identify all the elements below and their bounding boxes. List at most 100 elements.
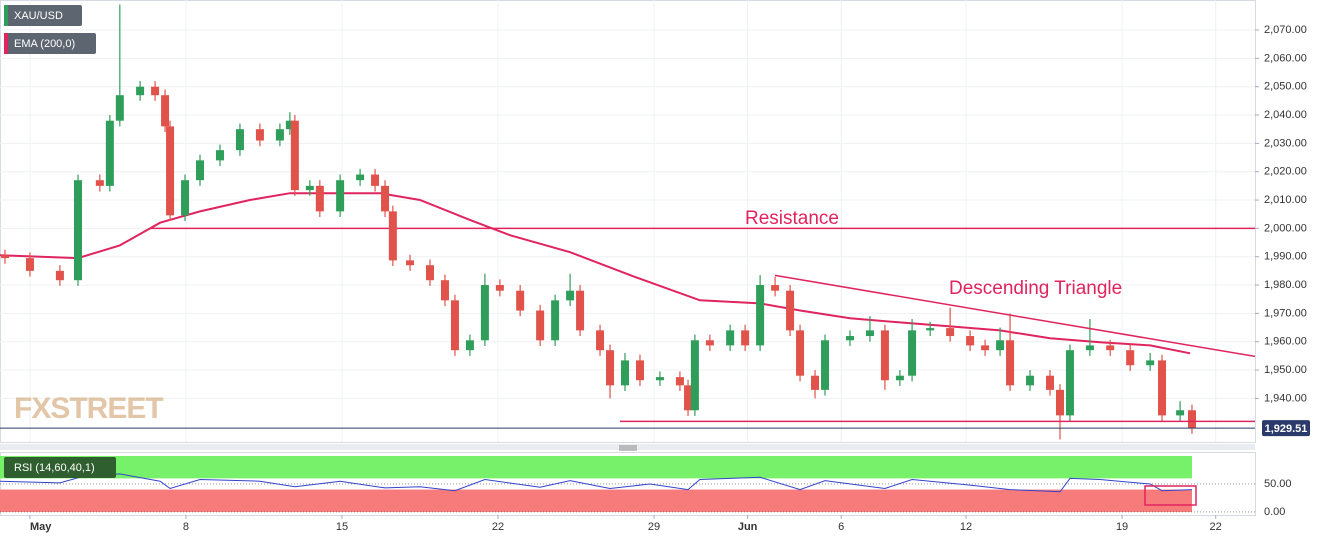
candle-body bbox=[946, 328, 955, 337]
candle-body bbox=[1187, 410, 1196, 429]
candle-body bbox=[55, 270, 64, 281]
candle-body bbox=[161, 95, 170, 127]
candle-body bbox=[908, 330, 917, 376]
candle-body bbox=[1106, 345, 1115, 351]
candle-body bbox=[596, 330, 605, 351]
candle-body bbox=[690, 340, 699, 411]
y-tick-label: 2,060.00 bbox=[1264, 52, 1307, 64]
rsi-band bbox=[0, 489, 1192, 512]
candle-body bbox=[551, 300, 560, 341]
candle-body bbox=[865, 330, 874, 337]
candle-body bbox=[566, 290, 575, 301]
legend-box bbox=[4, 33, 96, 54]
candle-body bbox=[336, 180, 345, 212]
candle-body bbox=[786, 290, 795, 331]
candle-body bbox=[635, 360, 644, 381]
x-tick-label: 22 bbox=[1210, 521, 1222, 533]
candle-body bbox=[880, 330, 889, 381]
candle-body bbox=[450, 300, 459, 351]
candle-body bbox=[536, 310, 545, 341]
y-tick-label: 1,960.00 bbox=[1264, 336, 1307, 348]
y-tick-label: 2,030.00 bbox=[1264, 137, 1307, 149]
y-tick-label: 1,990.00 bbox=[1264, 251, 1307, 263]
candle-body bbox=[966, 336, 975, 346]
candle-body bbox=[181, 180, 190, 216]
candle-body bbox=[315, 185, 324, 212]
y-tick-label: 2,050.00 bbox=[1264, 81, 1307, 93]
candle-body bbox=[115, 95, 124, 121]
y-tick-label: 2,070.00 bbox=[1264, 24, 1307, 36]
candle-body bbox=[425, 265, 434, 281]
resistance-label: Resistance bbox=[745, 208, 839, 229]
candle-body bbox=[74, 180, 83, 281]
ema-line bbox=[0, 192, 1191, 355]
x-tick-label: 29 bbox=[648, 521, 660, 533]
legend-swatch bbox=[4, 5, 8, 26]
legend-box bbox=[4, 457, 116, 478]
candle-body bbox=[811, 375, 820, 390]
candle-body bbox=[576, 290, 585, 331]
price-plot bbox=[0, 0, 1255, 442]
candle-body bbox=[196, 160, 205, 181]
candle-body bbox=[621, 360, 630, 386]
candle-body bbox=[136, 86, 145, 96]
candle-body bbox=[675, 377, 684, 386]
candle-body bbox=[1065, 350, 1074, 416]
x-tick-label: 8 bbox=[183, 521, 189, 533]
candle-body bbox=[926, 328, 935, 331]
rsi-band bbox=[0, 455, 1192, 479]
rsi-highlight bbox=[1144, 485, 1197, 506]
candle-body bbox=[166, 126, 175, 216]
x-tick-label: 12 bbox=[960, 521, 972, 533]
y-tick-label: 0.00 bbox=[1264, 506, 1285, 518]
legend-swatch bbox=[4, 33, 8, 54]
y-tick-label: 2,000.00 bbox=[1264, 222, 1307, 234]
candle-body bbox=[95, 180, 104, 186]
candle-body bbox=[845, 336, 854, 341]
candle-body bbox=[285, 120, 294, 130]
legend-label: RSI (14,60,40,1) bbox=[14, 462, 95, 474]
legend-box bbox=[4, 5, 82, 26]
candle-body bbox=[480, 285, 489, 341]
candle-body bbox=[705, 340, 714, 346]
candle-body bbox=[215, 150, 224, 161]
candle-body bbox=[465, 340, 474, 351]
candle-body bbox=[741, 330, 750, 346]
last-price-label: 1,929.51 bbox=[1265, 423, 1308, 435]
x-tick-label: 22 bbox=[492, 521, 504, 533]
candle-body bbox=[1176, 410, 1185, 416]
candle-body bbox=[1085, 345, 1094, 351]
candle-body bbox=[151, 86, 160, 96]
candle-body bbox=[756, 285, 765, 346]
y-tick-label: 1,940.00 bbox=[1264, 392, 1307, 404]
candle-body bbox=[0, 255, 9, 259]
watermark: FXSTREET bbox=[14, 392, 163, 425]
candle-body bbox=[440, 280, 449, 301]
candle-body bbox=[996, 340, 1005, 351]
candle-body bbox=[516, 290, 525, 311]
x-tick-label: Jun bbox=[738, 521, 758, 533]
candle-body bbox=[821, 340, 830, 390]
candle-body bbox=[726, 330, 735, 346]
panel-separator[interactable] bbox=[0, 444, 1255, 450]
x-tick-label: May bbox=[30, 521, 52, 533]
candle-body bbox=[1006, 340, 1015, 386]
x-tick-label: 6 bbox=[838, 521, 844, 533]
y-tick-label: 50.00 bbox=[1264, 478, 1292, 490]
candle-body bbox=[381, 185, 390, 212]
candle-body bbox=[771, 285, 780, 291]
candle-body bbox=[388, 211, 397, 261]
candle-body bbox=[406, 260, 415, 266]
y-tick-label: 1,950.00 bbox=[1264, 364, 1307, 376]
rsi-plot bbox=[0, 455, 1255, 513]
y-tick-label: 2,020.00 bbox=[1264, 166, 1307, 178]
candle-body bbox=[305, 185, 314, 191]
candle-body bbox=[606, 350, 615, 386]
y-tick-label: 1,970.00 bbox=[1264, 307, 1307, 319]
candle-body bbox=[1158, 360, 1167, 416]
y-tick-label: 1,980.00 bbox=[1264, 279, 1307, 291]
candle-body bbox=[235, 129, 244, 151]
candle-body bbox=[1146, 360, 1155, 366]
candle-body bbox=[1045, 375, 1054, 390]
candle-body bbox=[356, 174, 365, 181]
